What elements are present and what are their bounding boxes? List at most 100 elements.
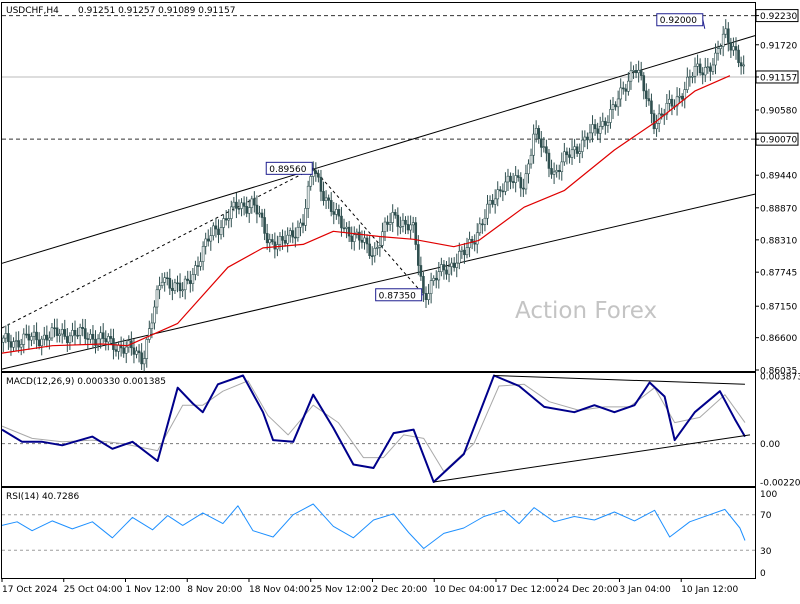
candle-body — [422, 276, 425, 294]
candle-body — [235, 201, 238, 209]
y-tick-label-1: 0.91720 — [760, 41, 797, 51]
candle-body — [609, 109, 612, 123]
candle-body — [227, 218, 231, 221]
candle-body — [447, 266, 451, 275]
candle-body — [283, 240, 287, 244]
swing-label-2: 0.87350 — [379, 291, 416, 301]
x-tick-label-9: 24 Dec 20:00 — [558, 585, 619, 595]
candle-body — [596, 128, 599, 134]
candle-body — [253, 198, 256, 206]
candle-body — [455, 262, 459, 268]
candle-body — [48, 337, 51, 341]
candle-body — [14, 340, 18, 342]
candle-body — [322, 191, 325, 201]
candle-body — [19, 344, 23, 348]
candle-body — [660, 113, 663, 116]
x-tick-label-7: 10 Dec 04:00 — [434, 585, 495, 595]
candle-body — [263, 217, 266, 234]
candle-body — [89, 333, 92, 340]
candle-body — [22, 333, 26, 345]
candle-body — [478, 223, 482, 234]
y-tick-label-11: 0.86035 — [760, 367, 797, 377]
candle-body — [352, 234, 356, 242]
candle-body — [245, 206, 248, 214]
candle-body — [516, 175, 520, 178]
candle-body — [273, 241, 277, 250]
candle-body — [688, 76, 692, 78]
candle-body — [427, 293, 430, 300]
candle-body — [335, 209, 338, 215]
candle-body — [570, 149, 574, 158]
candle-body — [724, 28, 728, 35]
candle-body — [50, 327, 54, 339]
candle-body — [578, 151, 582, 154]
candle-body — [727, 28, 730, 43]
candle-body — [260, 212, 264, 218]
macd-y-tick-1: 0.00 — [760, 440, 780, 450]
candle-body — [201, 246, 205, 262]
y-tick-label-0: 0.92230 — [760, 12, 797, 22]
x-tick-label-0: 17 Oct 2024 — [2, 585, 58, 595]
candle-body — [35, 331, 38, 341]
candle-body — [396, 214, 400, 227]
candle-body — [132, 347, 136, 355]
candle-body — [642, 75, 646, 92]
candle-body — [616, 98, 620, 108]
candle-body — [30, 336, 33, 341]
candle-body — [629, 70, 633, 82]
candle-body — [686, 76, 689, 90]
candle-body — [701, 72, 704, 76]
candle-body — [481, 223, 484, 226]
candle-body — [624, 88, 628, 92]
y-tick-label-6: 0.88870 — [760, 204, 797, 214]
candle-body — [222, 218, 225, 228]
projection-line-1 — [312, 168, 425, 296]
candle-body — [66, 336, 69, 344]
macd-trendline-1 — [433, 434, 751, 483]
candle-body — [514, 175, 517, 183]
candle-body — [112, 338, 115, 350]
y-tick-label-4: 0.90070 — [760, 136, 797, 146]
ohlc-header: 0.91251 0.91257 0.91089 0.91157 — [78, 6, 235, 16]
candle-body — [148, 328, 151, 340]
candle-body — [524, 173, 528, 190]
candle-body — [78, 327, 82, 336]
candle-body — [665, 102, 669, 115]
candle-body — [299, 222, 302, 228]
candle-body — [388, 222, 392, 225]
candle-body — [109, 336, 113, 339]
candle-body — [614, 104, 617, 108]
x-tick-label-8: 17 Dec 12:00 — [496, 585, 557, 595]
candle-body — [670, 98, 674, 107]
candle-body — [294, 236, 297, 239]
candle-body — [360, 239, 364, 243]
candle-body — [191, 274, 195, 284]
candle-body — [363, 237, 366, 243]
candle-body — [506, 175, 510, 183]
candle-body — [40, 338, 44, 347]
candle-body — [429, 280, 433, 294]
candle-body — [719, 46, 722, 49]
candle-body — [627, 80, 630, 92]
candle-body — [619, 87, 623, 100]
candle-body — [81, 327, 85, 329]
rsi-y-tick-0: 100 — [760, 490, 777, 500]
candle-body — [411, 222, 415, 226]
candle-body — [714, 52, 717, 66]
y-tick-label-3: 0.90580 — [760, 106, 797, 116]
candle-body — [647, 98, 651, 102]
candle-body — [268, 239, 272, 244]
candle-body — [240, 202, 243, 209]
candle-body — [386, 221, 389, 225]
macd-y-tick-0: 0.003873 — [760, 373, 800, 383]
candle-body — [675, 96, 679, 107]
candle-body — [414, 222, 418, 245]
candle-body — [306, 185, 310, 209]
candle-body — [409, 224, 412, 231]
candle-body — [452, 262, 456, 268]
candle-body — [27, 333, 31, 341]
candle-body — [347, 226, 351, 237]
candle-body — [337, 209, 341, 217]
candle-body — [209, 235, 213, 242]
candle-body — [652, 113, 656, 130]
